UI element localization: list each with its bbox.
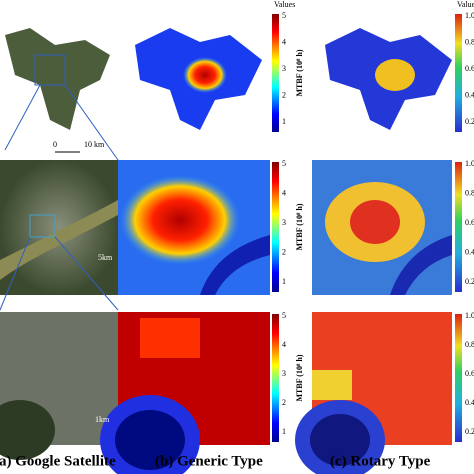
colorbar-tick-label: 2: [282, 247, 286, 256]
colorbar-title: Values: [274, 0, 295, 9]
colorbar-tick-label: 0.8: [465, 340, 474, 349]
colorbar-tick-label: 4: [282, 340, 286, 349]
scale-label: 0: [53, 140, 57, 149]
colorbar-tick-label: 5: [282, 159, 286, 168]
colorbar-tick-label: 1.0: [465, 311, 474, 320]
colorbar-tick-label: 5: [282, 311, 286, 320]
colorbar-title: Values: [457, 0, 474, 9]
colorbar-tick-label: 0.4: [465, 90, 474, 99]
colorbar-tick-label: 1: [282, 277, 286, 286]
scale-label: 10 km: [84, 140, 105, 149]
colorbar: [455, 162, 462, 292]
colorbar-tick-label: 0.4: [465, 247, 474, 256]
colorbar: [272, 14, 279, 132]
colorbar: [455, 314, 462, 442]
colorbar-tick-label: 3: [282, 369, 286, 378]
rotary-maps: [295, 28, 452, 474]
generic-maps: [100, 28, 270, 474]
colorbar-tick-label: 2: [282, 90, 286, 99]
colorbar: [272, 162, 279, 292]
colorbar-tick-label: 1.0: [465, 159, 474, 168]
colorbar-tick-label: 1.0: [465, 11, 474, 20]
colorbar-tick-label: 3: [282, 64, 286, 73]
colorbar-tick-label: 0.4: [465, 398, 474, 407]
colorbar-tick-label: 0.2: [465, 117, 474, 126]
colorbar-tick-label: 0.6: [465, 218, 474, 227]
colorbar-tick-label: 1: [282, 117, 286, 126]
caption: (c) Rotary Type: [330, 453, 431, 469]
colorbar-tick-label: 0.6: [465, 369, 474, 378]
scale-label: 5km: [98, 253, 113, 262]
colorbar-tick-label: 0.6: [465, 64, 474, 73]
colorbar-tick-label: 2: [282, 398, 286, 407]
colorbar-tick-label: 1: [282, 427, 286, 436]
colorbar: [272, 314, 279, 442]
colorbar-tick-label: 0.2: [465, 427, 474, 436]
colorbar-tick-label: 5: [282, 11, 286, 20]
colorbar-tick-label: 0.8: [465, 37, 474, 46]
colorbar-axis-label: MTBF (10⁸ h): [295, 49, 304, 96]
colorbar-tick-label: 4: [282, 188, 286, 197]
colorbar-tick-label: 4: [282, 37, 286, 46]
caption: (a) Google Satellite: [0, 453, 116, 469]
colorbar-axis-label: MTBF (10⁸ h): [295, 354, 304, 401]
colorbar-tick-label: 3: [282, 218, 286, 227]
colorbar-axis-label: MTBF (10⁸ h): [295, 203, 304, 250]
colorbar-tick-label: 0.8: [465, 188, 474, 197]
caption: (b) Generic Type: [155, 453, 263, 469]
colorbar-tick-label: 0.2: [465, 277, 474, 286]
satellite-panels: [0, 28, 119, 460]
scale-label: 1km: [95, 415, 110, 424]
colorbar: [455, 14, 462, 132]
